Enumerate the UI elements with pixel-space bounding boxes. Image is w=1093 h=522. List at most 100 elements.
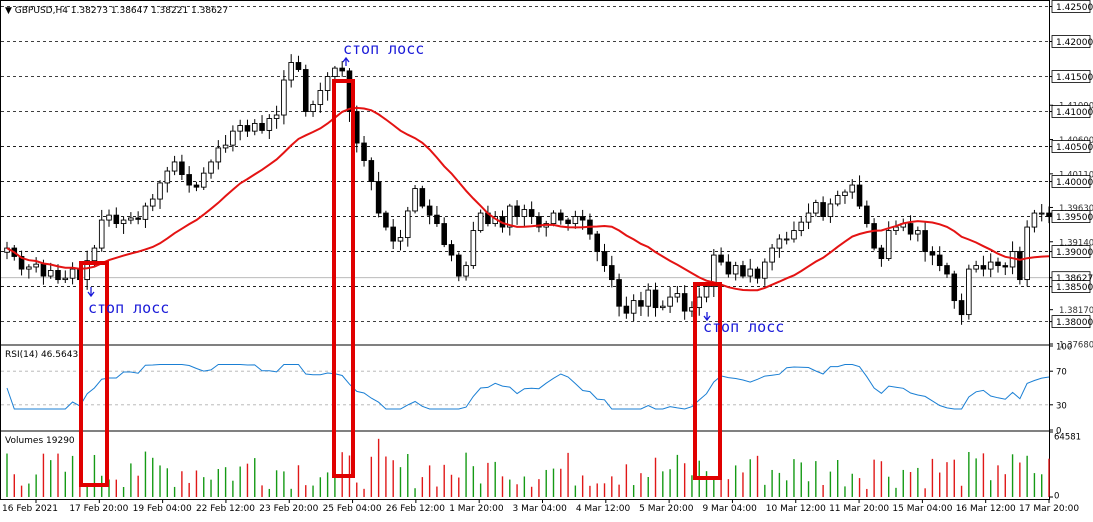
price-label-box [1051, 210, 1091, 223]
candle-body [834, 195, 841, 205]
price-tick-label: 1.38627 [1056, 274, 1093, 284]
candle-body [302, 69, 309, 112]
candle-body [193, 184, 200, 188]
time-tick-label: 4 Mar 12:00 [576, 504, 631, 514]
candle-body [601, 251, 608, 267]
price-label-box [1051, 315, 1091, 328]
candle-body [113, 214, 120, 225]
candle-body [550, 212, 557, 225]
stop-loss-annotation: стоп лосс [88, 299, 169, 317]
candle-body [638, 300, 644, 307]
candle-body [1017, 251, 1023, 281]
candle-body [69, 268, 76, 279]
price-tick-label: 1.39630 [1059, 204, 1093, 214]
candle-body [295, 62, 302, 70]
candle-body [630, 300, 637, 314]
volume-tick-label: 64581 [1054, 433, 1081, 443]
candle-body [273, 114, 280, 119]
candle-body [164, 170, 171, 184]
candle-body [477, 212, 484, 232]
candle-body [667, 296, 673, 307]
candle-body [958, 300, 965, 316]
time-tick-label: 16 Feb 2021 [2, 504, 58, 514]
candle-body [842, 191, 848, 197]
candle-body [251, 122, 258, 132]
candle-body [404, 210, 411, 239]
candle-body [237, 125, 243, 132]
candle-body [281, 79, 287, 116]
candle-body [91, 247, 98, 262]
candle-body [864, 205, 870, 225]
candle-body [40, 263, 47, 277]
time-tick-label: 10 Mar 12:00 [766, 504, 826, 514]
candle-body [820, 202, 826, 218]
candle-body [740, 265, 746, 277]
candle-body [929, 251, 936, 256]
candle-body [915, 230, 921, 235]
candle-body [171, 161, 178, 172]
candle-body [361, 142, 367, 161]
candle-body [732, 265, 739, 275]
candle-body [215, 147, 222, 163]
moving-average-line [6, 106, 1050, 292]
candle-body [448, 244, 455, 256]
candle-body [208, 161, 214, 174]
price-tick-label: 1.42500 [1056, 3, 1093, 13]
price-label-box [1051, 0, 1091, 13]
candle-body [470, 230, 477, 267]
time-tick-label: 15 Mar 04:00 [892, 504, 952, 514]
time-tick-label: 26 Feb 12:00 [386, 504, 445, 514]
candle-body [922, 230, 928, 253]
candle-body [463, 265, 469, 277]
arrow-icon [703, 312, 711, 322]
candle-body [317, 90, 324, 105]
candle-body [521, 209, 528, 218]
time-tick-label: 23 Feb 20:00 [259, 504, 318, 514]
candle-body [33, 263, 39, 268]
candle-body [660, 305, 666, 309]
rsi-label: RSI(14) 46.5643 [5, 350, 78, 360]
candle-body [455, 254, 462, 277]
candle-body [222, 144, 229, 149]
candle-body [434, 214, 440, 225]
price-tick-label: 1.42000 [1056, 38, 1093, 48]
arrow-icon [87, 287, 95, 298]
price-label-box [1051, 140, 1091, 153]
candle-body [142, 205, 149, 220]
candle-body [776, 238, 783, 249]
candle-body [645, 289, 652, 307]
candle-body [179, 161, 185, 176]
stop-loss-highlight [332, 79, 355, 478]
candle-body [718, 254, 724, 263]
candle-body [339, 67, 345, 72]
chart-header: ▼ GBPUSD,H4 1.38273 1.38647 1.38221 1.38… [5, 6, 228, 16]
price-tick-label: 1.40500 [1056, 143, 1093, 153]
candle-body [987, 261, 994, 270]
candle-body [157, 182, 163, 200]
price-label-box [1051, 35, 1091, 48]
candle-body [594, 233, 601, 253]
candle-body [259, 122, 265, 131]
time-tick-label: 17 Feb 20:00 [69, 504, 128, 514]
candle-body [18, 256, 25, 270]
rsi-tick-label: 30 [1056, 401, 1067, 411]
price-label-box [1051, 280, 1091, 293]
price-tick-label: 1.40000 [1056, 178, 1093, 188]
candle-body [856, 184, 863, 207]
price-label-box [1051, 245, 1091, 258]
candle-body [426, 205, 433, 216]
candle-body [230, 130, 236, 146]
candle-body [762, 261, 768, 279]
candle-body [1024, 226, 1030, 281]
price-tick-label: 1.41500 [1056, 73, 1093, 83]
price-tick-label: 1.39000 [1056, 248, 1093, 258]
stop-loss-annotation: стоп лосс [343, 40, 424, 58]
candle-body [703, 286, 710, 298]
candle-body [558, 212, 564, 221]
candle-body [652, 289, 659, 309]
candle-body [609, 265, 615, 281]
candle-body [798, 221, 805, 232]
price-tick-label: 1.38500 [1056, 283, 1093, 293]
